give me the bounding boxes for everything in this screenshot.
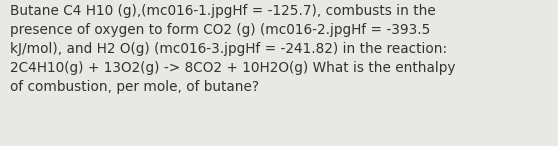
Text: Butane C4 H10 (g),(mc016-1.jpgHf = -125.7), combusts in the
presence of oxygen t: Butane C4 H10 (g),(mc016-1.jpgHf = -125.… xyxy=(10,4,455,94)
